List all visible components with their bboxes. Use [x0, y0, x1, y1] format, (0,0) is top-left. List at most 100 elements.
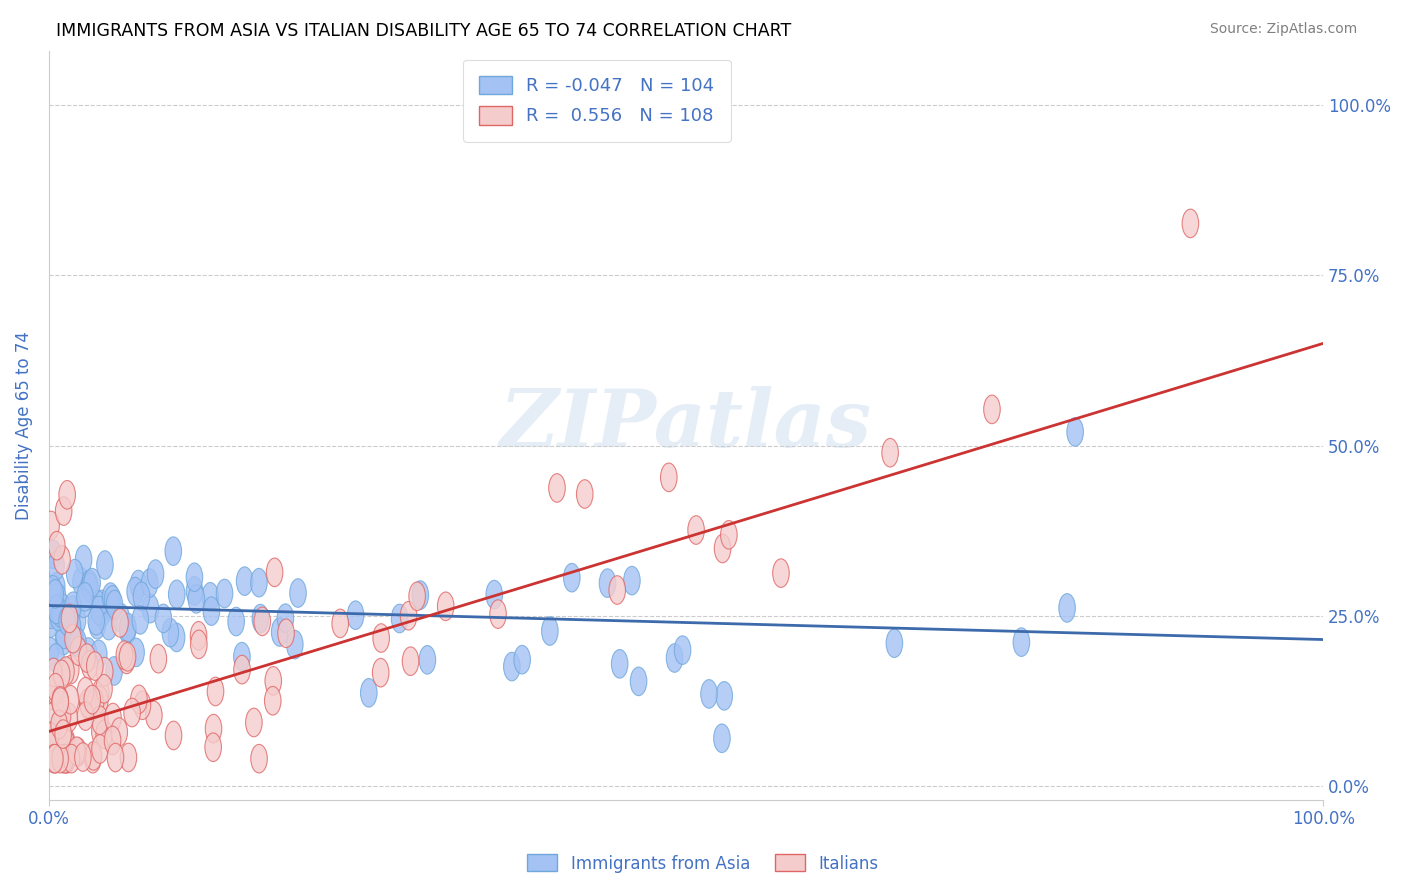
Ellipse shape: [48, 677, 63, 706]
Ellipse shape: [46, 580, 63, 608]
Ellipse shape: [59, 745, 76, 773]
Ellipse shape: [131, 570, 146, 599]
Ellipse shape: [347, 601, 364, 630]
Ellipse shape: [630, 667, 647, 696]
Ellipse shape: [107, 743, 124, 772]
Ellipse shape: [120, 743, 136, 772]
Ellipse shape: [146, 701, 162, 730]
Y-axis label: Disability Age 65 to 74: Disability Age 65 to 74: [15, 331, 32, 519]
Text: ZIPatlas: ZIPatlas: [501, 386, 872, 464]
Ellipse shape: [373, 624, 389, 652]
Ellipse shape: [360, 679, 377, 707]
Ellipse shape: [73, 567, 90, 596]
Ellipse shape: [93, 590, 110, 619]
Ellipse shape: [118, 645, 135, 673]
Ellipse shape: [287, 631, 304, 659]
Ellipse shape: [716, 681, 733, 710]
Ellipse shape: [42, 511, 59, 540]
Legend: R = -0.047   N = 104, R =  0.556   N = 108: R = -0.047 N = 104, R = 0.556 N = 108: [463, 60, 731, 142]
Ellipse shape: [1014, 628, 1029, 657]
Ellipse shape: [82, 570, 98, 599]
Ellipse shape: [1067, 417, 1084, 446]
Ellipse shape: [128, 638, 145, 666]
Ellipse shape: [576, 480, 593, 508]
Ellipse shape: [165, 537, 181, 566]
Ellipse shape: [228, 607, 245, 636]
Ellipse shape: [290, 579, 307, 607]
Ellipse shape: [233, 656, 250, 684]
Ellipse shape: [127, 577, 143, 606]
Ellipse shape: [87, 652, 103, 681]
Ellipse shape: [202, 597, 219, 625]
Ellipse shape: [91, 735, 108, 764]
Ellipse shape: [44, 703, 60, 731]
Ellipse shape: [264, 687, 281, 715]
Ellipse shape: [124, 698, 141, 727]
Ellipse shape: [599, 569, 616, 598]
Ellipse shape: [250, 568, 267, 597]
Ellipse shape: [91, 596, 107, 624]
Ellipse shape: [250, 745, 267, 773]
Ellipse shape: [190, 622, 207, 650]
Ellipse shape: [688, 516, 704, 544]
Ellipse shape: [75, 743, 91, 772]
Ellipse shape: [44, 681, 59, 710]
Ellipse shape: [513, 646, 530, 674]
Ellipse shape: [45, 745, 62, 773]
Ellipse shape: [76, 545, 91, 574]
Ellipse shape: [48, 644, 65, 673]
Ellipse shape: [155, 604, 172, 632]
Ellipse shape: [69, 606, 86, 634]
Ellipse shape: [55, 594, 70, 623]
Ellipse shape: [984, 395, 1000, 424]
Ellipse shape: [91, 706, 108, 734]
Ellipse shape: [675, 636, 690, 665]
Ellipse shape: [205, 733, 221, 762]
Ellipse shape: [42, 638, 59, 666]
Ellipse shape: [205, 714, 222, 743]
Ellipse shape: [42, 723, 59, 751]
Ellipse shape: [62, 685, 79, 714]
Ellipse shape: [84, 568, 100, 597]
Ellipse shape: [412, 581, 429, 609]
Text: IMMIGRANTS FROM ASIA VS ITALIAN DISABILITY AGE 65 TO 74 CORRELATION CHART: IMMIGRANTS FROM ASIA VS ITALIAN DISABILI…: [56, 22, 792, 40]
Ellipse shape: [65, 592, 82, 621]
Ellipse shape: [42, 722, 59, 750]
Ellipse shape: [55, 745, 72, 773]
Ellipse shape: [402, 647, 419, 675]
Ellipse shape: [58, 728, 75, 756]
Ellipse shape: [87, 689, 104, 717]
Ellipse shape: [80, 638, 97, 666]
Ellipse shape: [186, 563, 202, 591]
Ellipse shape: [58, 745, 75, 773]
Ellipse shape: [103, 582, 120, 611]
Ellipse shape: [714, 724, 730, 753]
Ellipse shape: [63, 608, 79, 637]
Ellipse shape: [134, 582, 150, 611]
Ellipse shape: [186, 576, 202, 605]
Ellipse shape: [52, 599, 69, 627]
Ellipse shape: [503, 652, 520, 681]
Ellipse shape: [266, 558, 283, 587]
Ellipse shape: [271, 617, 288, 647]
Ellipse shape: [91, 717, 108, 746]
Ellipse shape: [77, 677, 94, 706]
Ellipse shape: [89, 610, 105, 639]
Ellipse shape: [162, 618, 179, 647]
Ellipse shape: [548, 474, 565, 502]
Ellipse shape: [131, 685, 148, 714]
Ellipse shape: [252, 604, 269, 633]
Ellipse shape: [700, 680, 717, 708]
Ellipse shape: [111, 718, 128, 747]
Ellipse shape: [56, 745, 73, 773]
Ellipse shape: [90, 640, 107, 669]
Ellipse shape: [53, 546, 70, 574]
Ellipse shape: [624, 566, 640, 595]
Ellipse shape: [56, 727, 73, 756]
Ellipse shape: [104, 592, 121, 621]
Ellipse shape: [117, 640, 132, 669]
Ellipse shape: [53, 711, 70, 739]
Ellipse shape: [89, 607, 104, 635]
Ellipse shape: [45, 575, 60, 604]
Ellipse shape: [254, 607, 270, 636]
